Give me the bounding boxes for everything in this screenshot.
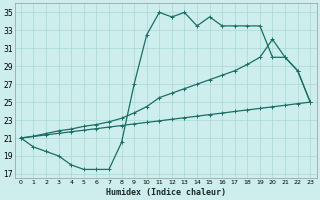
X-axis label: Humidex (Indice chaleur): Humidex (Indice chaleur) [106,188,226,197]
